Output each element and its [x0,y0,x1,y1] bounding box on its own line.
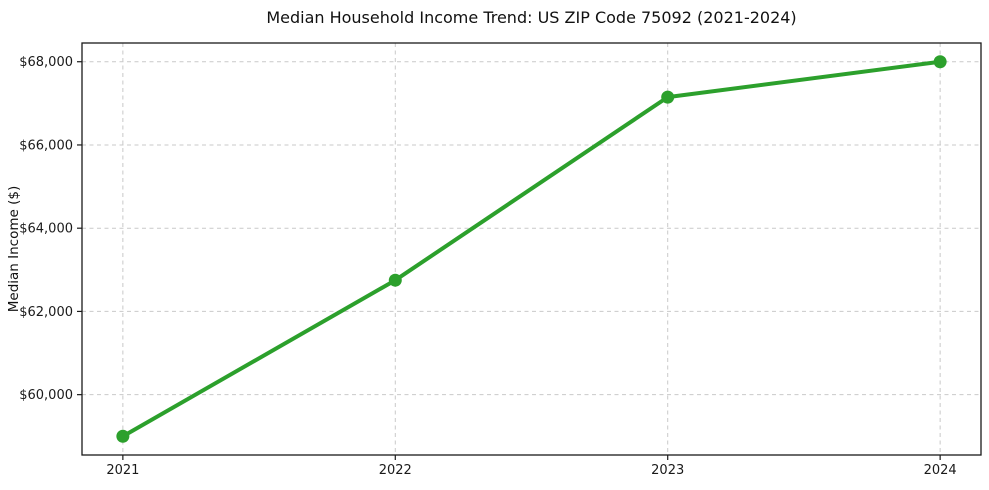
data-point-2024 [933,55,947,69]
y-tick-label: $66,000 [19,138,73,153]
data-point-2022 [388,273,402,287]
y-tick-label: $68,000 [19,55,73,70]
x-tick-label: 2022 [379,463,412,478]
y-tick-label: $64,000 [19,222,73,237]
data-point-2023 [661,90,675,104]
plot-frame [81,42,982,456]
y-axis-label: Median Income ($) [6,185,22,313]
y-tick-label: $62,000 [19,305,73,320]
trend-line [120,59,943,439]
x-tick-label: 2021 [106,463,139,478]
x-tick-label: 2024 [924,463,957,478]
data-point-2021 [116,429,130,443]
x-tick-label: 2023 [651,463,684,478]
chart-title: Median Household Income Trend: US ZIP Co… [266,8,797,27]
y-tick-label: $60,000 [19,388,73,403]
